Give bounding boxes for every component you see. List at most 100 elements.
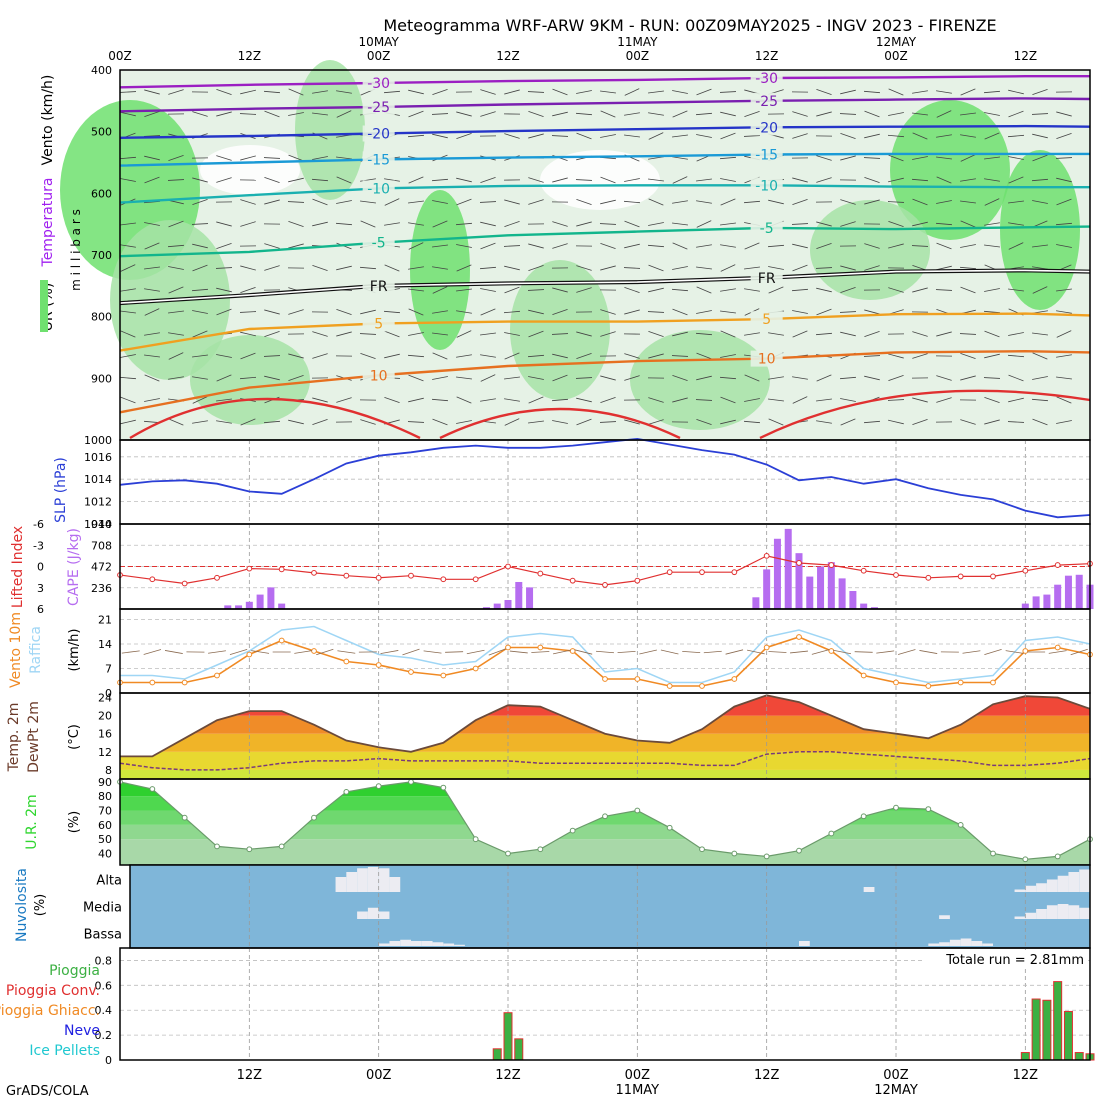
wind-barb: [144, 222, 160, 226]
wind-barb: [1008, 156, 1024, 160]
wind-barb: [312, 221, 328, 227]
wind-barb: [816, 287, 832, 293]
wind-barb: [192, 177, 208, 183]
wind-barb: [120, 330, 136, 338]
wind-barb: [984, 198, 1000, 206]
li-tick-label: -3: [33, 539, 44, 552]
gust-line: [120, 625, 1091, 684]
wind-arrow: [316, 648, 334, 656]
wind-barb: [791, 223, 809, 225]
wind-barb: [168, 332, 184, 336]
wind-barb: [144, 266, 160, 270]
wind-barb: [552, 243, 568, 249]
rh-point: [569, 827, 576, 834]
wind-barb: [600, 110, 616, 118]
wind-barb: [959, 333, 977, 335]
rh-point: [181, 814, 188, 821]
cloud-cell: [357, 911, 368, 919]
wind-barb: [168, 220, 184, 228]
wind-barb: [815, 332, 833, 336]
wind-barb: [480, 354, 496, 358]
wind-barb: [695, 112, 713, 116]
wind-barb: [384, 178, 400, 182]
wind-barb: [624, 309, 640, 315]
li-point: [634, 577, 641, 584]
wind-barb: [576, 221, 592, 227]
wind-barb: [408, 397, 424, 403]
pressure-tick-label: 800: [91, 311, 112, 324]
bottom-tick-label: 00Z: [366, 1068, 392, 1083]
precip-tick-label: 0.8: [95, 954, 113, 967]
li-point: [699, 569, 705, 576]
wind-arrow: [1048, 650, 1067, 654]
rh-tick-label: 80: [98, 790, 112, 803]
wind-barb: [240, 265, 256, 271]
wind-barb: [1056, 177, 1072, 183]
wind-barb: [263, 355, 281, 357]
cloud-cell: [378, 868, 390, 892]
wind-barb: [984, 353, 1000, 359]
cloud-cell: [1057, 904, 1069, 919]
wind-barb: [431, 178, 449, 182]
wind-barb: [696, 286, 712, 294]
wind-barb: [407, 134, 425, 138]
temp-tick-label: 8: [105, 764, 112, 777]
wind-barb: [192, 199, 208, 205]
wind-barb: [456, 288, 472, 292]
wind-barb: [408, 288, 424, 292]
cape-bar: [1064, 575, 1072, 609]
li-tick-label: 3: [37, 582, 44, 595]
wind-barb: [120, 222, 136, 226]
slp-frame: [119, 439, 1091, 525]
wind-barb: [647, 311, 665, 313]
wind-barb: [240, 331, 256, 337]
wind-barb: [1032, 286, 1048, 294]
wind-barb: [576, 132, 592, 140]
isotherm-label-bg: [362, 277, 395, 294]
wind-barb: [1032, 244, 1048, 248]
wind-barb: [719, 156, 737, 160]
isotherm-label: -10: [367, 181, 390, 197]
wind-barb: [191, 223, 209, 225]
precip-legend-item: Pioggia Conv.: [6, 983, 100, 999]
isotherm-label: FR: [758, 271, 776, 287]
precip-legend-item: Ice Pellets: [29, 1043, 100, 1059]
wind-barb: [816, 111, 832, 117]
top-tick-label: 12Z: [496, 49, 520, 63]
wind-barb: [1055, 222, 1073, 226]
bottom-date-label: 12MAY: [874, 1083, 918, 1098]
wind-barb: [696, 352, 712, 360]
wind-barb: [888, 419, 904, 425]
li-point: [893, 572, 899, 578]
rh-shading: [410, 190, 470, 350]
cape-bar: [795, 553, 803, 609]
wind-barb: [432, 418, 448, 426]
cloud-cell: [1068, 905, 1080, 919]
wind-barb: [1056, 330, 1072, 338]
precip-bar: [492, 1048, 502, 1061]
wind-barb: [432, 133, 448, 139]
wind-barb: [624, 220, 640, 228]
precip-legend-item: Neve: [64, 1023, 100, 1039]
wind-barb: [624, 112, 640, 116]
wind-barb: [648, 419, 664, 425]
wind-barb: [504, 221, 520, 227]
wind-barb: [768, 199, 784, 205]
wind-barb: [720, 178, 736, 182]
wind-barb: [672, 397, 688, 403]
wind-barb: [312, 90, 328, 94]
rh-shading: [540, 150, 660, 210]
wind-barb: [743, 135, 761, 137]
wind-tick-label: 14: [98, 638, 112, 651]
slp-tick-label: 1012: [84, 496, 112, 509]
wind-barb: [888, 177, 904, 183]
wind-barb: [816, 243, 832, 249]
wind-barb: [408, 332, 424, 336]
isotherm-label-bg: [750, 177, 783, 194]
wind-barb: [168, 376, 184, 380]
bottom-tick-label: 12Z: [495, 1068, 521, 1083]
cape-bar: [1032, 596, 1040, 609]
wind-barb: [672, 110, 688, 118]
rh-tick-label: 40: [98, 848, 112, 861]
